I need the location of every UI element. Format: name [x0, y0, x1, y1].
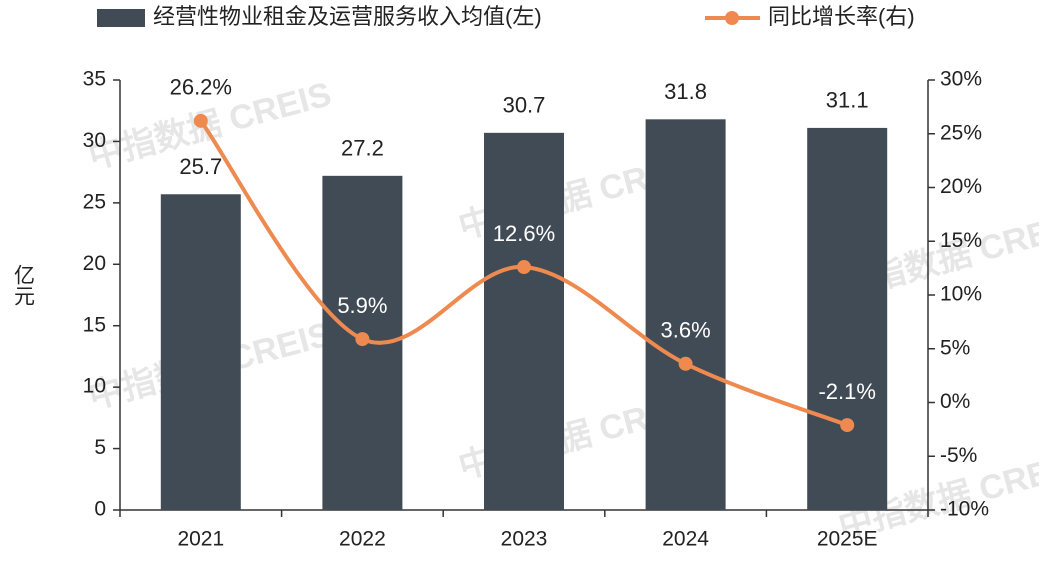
y2-tick-label: 30%: [940, 68, 982, 91]
y2-tick-label: 20%: [940, 175, 982, 198]
y2-tick-label: 0%: [940, 390, 970, 413]
line-value-label: 3.6%: [661, 318, 711, 343]
y2-tick-label: 10%: [940, 283, 982, 306]
line-point: [517, 260, 531, 275]
bar-value-label: 30.7: [503, 93, 546, 118]
line-point: [193, 113, 208, 128]
line: [199, 119, 848, 427]
bar: [160, 194, 241, 510]
x-tick-label: 2024: [662, 528, 709, 551]
line-value-label: -2.1%: [818, 379, 875, 404]
x-tick-label: 2021: [177, 528, 224, 551]
y-label: 亿元: [11, 264, 35, 306]
y2-tick-label: 15%: [940, 229, 982, 252]
y-label-text: 亿元: [11, 264, 35, 306]
y2-tick-label: 25%: [940, 121, 982, 144]
y-tick-label: 5: [94, 436, 106, 459]
line-value-label: 5.9%: [337, 293, 387, 318]
bar-value-label: 25.7: [179, 154, 222, 179]
line-point: [355, 332, 370, 347]
bar-value-label: 31.1: [826, 88, 869, 113]
y-tick-label: 15: [83, 313, 106, 336]
y2-tick-label: -5%: [940, 444, 977, 467]
line-value-label: 12.6%: [493, 221, 555, 246]
y2-tick-label: 5%: [940, 336, 970, 359]
y-tick-label: 35: [83, 68, 106, 91]
x-tick-label: 2025E: [817, 528, 878, 551]
y2-tick-label: -10%: [940, 498, 989, 521]
line-value-label: 26.2%: [170, 75, 232, 100]
y-tick-label: 20: [83, 252, 106, 275]
legend-label: 经营性物业租金及运营服务收入均值(左): [153, 4, 542, 29]
bar: [645, 119, 726, 511]
y-tick-label: 25: [83, 190, 106, 213]
legend-label: 同比增长率(右): [768, 4, 915, 29]
legend-swatch: [97, 9, 145, 27]
bar-value-label: 31.8: [664, 79, 707, 104]
y-tick-label: 10: [83, 375, 106, 398]
line-point: [678, 356, 693, 371]
y-tick-label: 0: [94, 498, 106, 521]
bar-value-label: 27.2: [341, 136, 384, 161]
legend-marker: [725, 11, 739, 25]
x-tick-label: 2023: [501, 528, 548, 551]
bar: [807, 127, 888, 511]
line-point: [840, 418, 855, 433]
bar: [484, 132, 564, 511]
x-tick-label: 2022: [339, 528, 386, 551]
y-tick-label: 30: [83, 129, 106, 152]
